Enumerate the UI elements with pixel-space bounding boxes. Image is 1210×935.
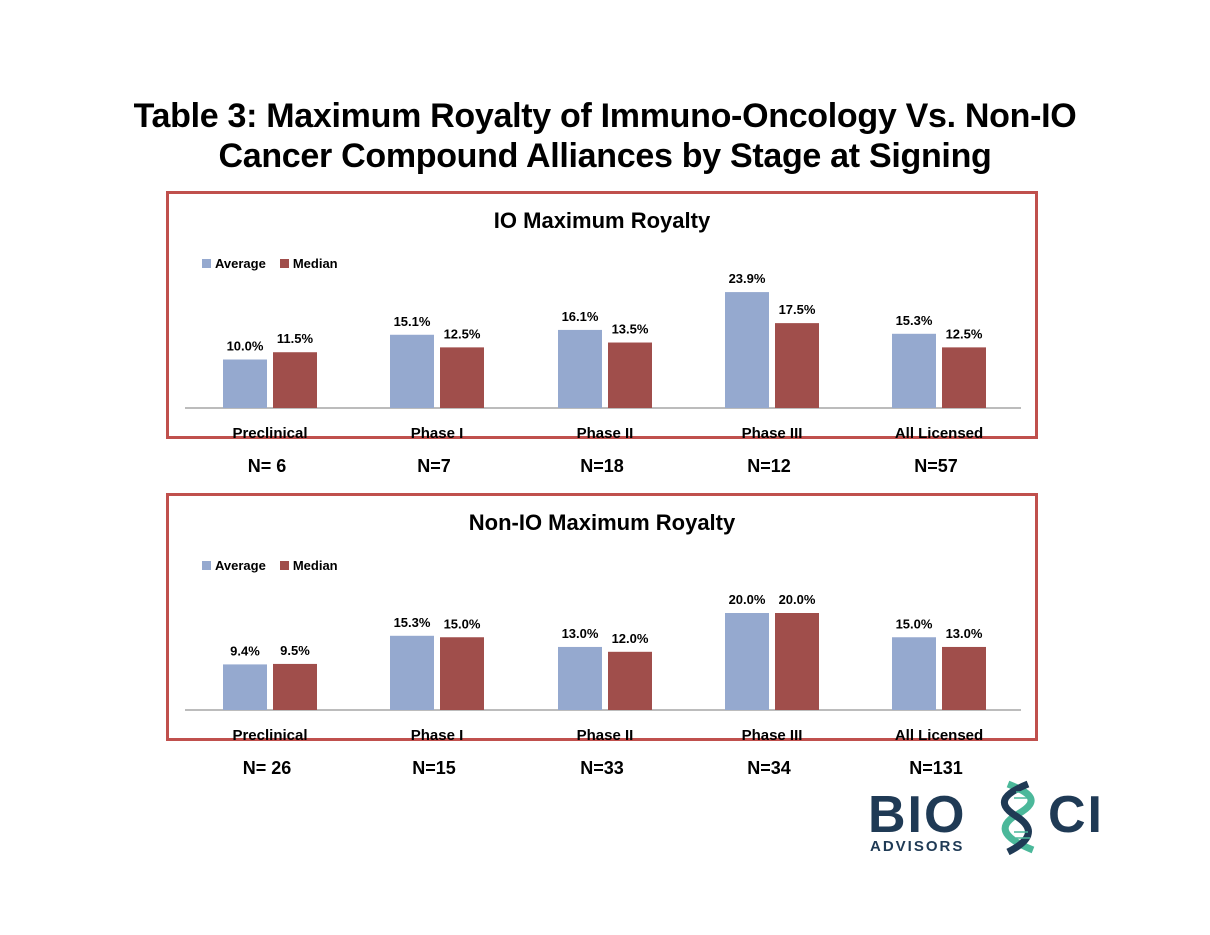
title-line-2: Cancer Compound Alliances by Stage at Si… [218,137,992,175]
non-io-n-row: N= 26 N=15 N=33 N=34 N=131 [0,758,1210,782]
bar-median-preclinical [273,663,317,710]
io-chart-title: IO Maximum Royalty [493,208,711,233]
sample-size-label: N=131 [909,758,963,778]
non-io-chart-plot: 9.4% 9.5% Preclinical 15.3% 15.0% Phase I 13.0… [185,592,1021,744]
bar-median-all-licensed [942,347,986,408]
sample-size-label: N=33 [580,758,624,778]
logo-text-ci: CI [1048,786,1104,844]
io-chart-legend: Average Median [202,256,348,271]
bar-median-preclinical [273,352,317,408]
legend-label-median: Median [292,256,338,271]
bar-average-phase-i [390,334,434,408]
x-tick-label: All Licensed [895,727,983,744]
bar-average-preclinical [223,359,267,408]
bar-average-phase-ii [558,329,602,408]
data-label-average: 20.0% [729,592,766,607]
data-label-median: 9.5% [280,643,310,658]
legend-swatch-average [202,561,211,570]
biosci-advisors-logo: BIO CI ADVISORS [868,780,1104,855]
bar-average-preclinical [223,664,267,710]
x-tick-label: Preclinical [232,425,307,442]
logo-text-advisors: ADVISORS [870,838,964,855]
sample-size-label: N=15 [412,758,456,778]
sample-size-label: N= 6 [247,456,287,476]
legend-label-median: Median [292,558,338,573]
bar-average-phase-ii [558,646,602,710]
legend-median: Median [279,558,338,573]
legend-average: Average [202,256,266,271]
legend-median: Median [279,256,338,271]
data-label-average: 23.9% [729,271,766,286]
legend-swatch-median [279,259,289,268]
non-io-chart-panel: Non-IO Maximum Royalty Average Median 9.… [166,493,1038,744]
io-chart-panel: IO Maximum Royalty Average Median 10.0% 1… [166,191,1038,442]
x-tick-label: Phase III [742,727,803,744]
page-title: Table 3: Maximum Royalty of Immuno-Oncol… [0,96,1210,176]
data-label-average: 10.0% [227,339,264,354]
bar-median-phase-i [440,347,484,408]
bar-median-phase-iii [775,613,819,710]
data-label-median: 12.5% [444,326,481,341]
bar-median-all-licensed [942,646,986,710]
data-label-average: 15.3% [394,615,431,630]
x-tick-label: All Licensed [895,425,983,442]
bar-average-all-licensed [892,333,936,408]
x-tick-label: Phase III [742,425,803,442]
title-line-1: Table 3: Maximum Royalty of Immuno-Oncol… [133,97,1077,135]
data-label-average: 13.0% [562,626,599,641]
data-label-average: 16.1% [562,309,599,324]
legend-swatch-average [202,259,211,268]
bar-median-phase-i [440,637,484,710]
data-label-median: 17.5% [779,302,816,317]
legend-swatch-median [279,561,289,570]
data-label-median: 20.0% [779,592,816,607]
data-label-average: 15.1% [394,314,431,329]
legend-label-average: Average [215,558,266,573]
io-chart-plot: 10.0% 11.5% Preclinical 15.1% 12.5% Phase I 16… [185,271,1021,442]
logo-text-bio: BIO [868,786,966,844]
dna-helix-icon [1000,780,1035,855]
sample-size-label: N=12 [747,456,791,476]
bar-median-phase-ii [608,342,652,408]
x-tick-label: Phase I [411,727,464,744]
data-label-average: 15.3% [896,313,933,328]
data-label-median: 13.5% [612,322,649,337]
bar-average-phase-iii [725,292,769,408]
non-io-chart-title: Non-IO Maximum Royalty [468,510,736,535]
sample-size-label: N=57 [914,456,958,476]
io-n-row: N= 6 N=7 N=18 N=12 N=57 [0,456,1210,480]
data-label-median: 13.0% [946,626,983,641]
x-tick-label: Phase I [411,425,464,442]
sample-size-label: N=7 [417,456,451,476]
sample-size-label: N=18 [580,456,624,476]
bar-median-phase-ii [608,651,652,710]
sample-size-label: N=34 [747,758,791,778]
non-io-chart-legend: Average Median [202,558,348,573]
data-label-median: 12.5% [946,326,983,341]
bar-average-all-licensed [892,637,936,710]
x-tick-label: Phase II [577,425,634,442]
bar-average-phase-iii [725,613,769,710]
x-tick-label: Preclinical [232,727,307,744]
x-tick-label: Phase II [577,727,634,744]
legend-average: Average [202,558,266,573]
data-label-median: 15.0% [444,616,481,631]
bar-median-phase-iii [775,323,819,408]
bar-average-phase-i [390,635,434,710]
legend-label-average: Average [215,256,266,271]
data-label-average: 15.0% [896,616,933,631]
data-label-average: 9.4% [230,643,260,658]
data-label-median: 12.0% [612,631,649,646]
sample-size-label: N= 26 [242,758,292,778]
data-label-median: 11.5% [277,331,314,346]
